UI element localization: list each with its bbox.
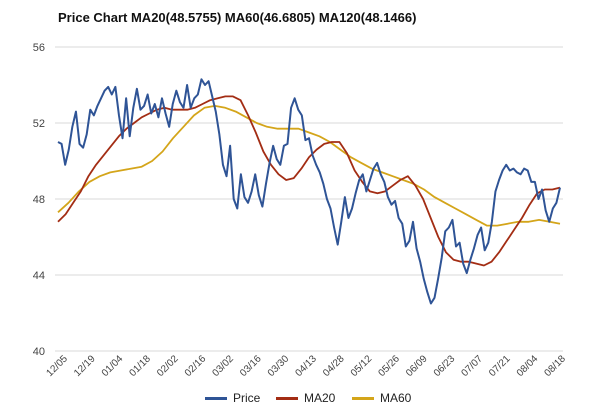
x-tick-label: 01/18 [127, 353, 153, 379]
gridlines [55, 46, 563, 352]
legend: Price MA20 MA60 [0, 389, 600, 407]
y-tick-label: 44 [33, 270, 45, 282]
legend-item-ma20: MA20 [276, 389, 335, 407]
x-tick-label: 06/09 [404, 353, 430, 379]
x-tick-label: 02/02 [155, 353, 181, 379]
series-line-price [57, 78, 561, 305]
x-tick-label: 12/19 [72, 353, 98, 379]
legend-label-price: Price [233, 391, 261, 405]
x-tick-label: 12/05 [44, 353, 70, 379]
x-tick-label: 03/16 [238, 353, 264, 379]
legend-swatch-price [205, 396, 227, 400]
chart-title: Price Chart MA20(48.5755) MA60(46.6805) … [58, 10, 417, 25]
x-tick-label: 06/23 [432, 353, 458, 379]
legend-label-ma60: MA60 [380, 391, 412, 405]
x-tick-label: 08/18 [542, 353, 568, 379]
x-tick-label: 04/28 [321, 353, 347, 379]
x-tick-label: 04/13 [293, 353, 319, 379]
x-tick-label: 03/02 [210, 353, 236, 379]
series-line-ma20 [57, 95, 561, 267]
x-tick-label: 05/12 [349, 353, 375, 379]
y-tick-label: 52 [33, 118, 45, 130]
legend-swatch-ma60 [352, 396, 374, 400]
legend-item-ma60: MA60 [352, 389, 411, 407]
legend-swatch-ma20 [276, 396, 298, 400]
x-tick-label: 01/04 [100, 353, 126, 379]
y-tick-label: 56 [33, 42, 45, 54]
legend-item-price: Price [205, 389, 260, 407]
y-tick-label: 40 [33, 346, 45, 358]
y-axis-ticks: 56 52 48 44 40 [33, 42, 45, 358]
y-tick-label: 48 [33, 194, 45, 206]
x-tick-label: 07/21 [487, 353, 513, 379]
x-axis-ticks: 12/05 12/19 01/04 01/18 02/02 02/16 03/02 03/16… [44, 353, 568, 379]
x-tick-label: 08/04 [515, 353, 541, 379]
series-lines [57, 78, 561, 305]
x-tick-label: 07/07 [459, 353, 485, 379]
series-line-ma60 [57, 105, 561, 227]
x-tick-label: 02/16 [183, 353, 209, 379]
x-tick-label: 05/26 [376, 353, 402, 379]
legend-label-ma20: MA20 [304, 391, 336, 405]
x-tick-label: 03/30 [266, 353, 292, 379]
